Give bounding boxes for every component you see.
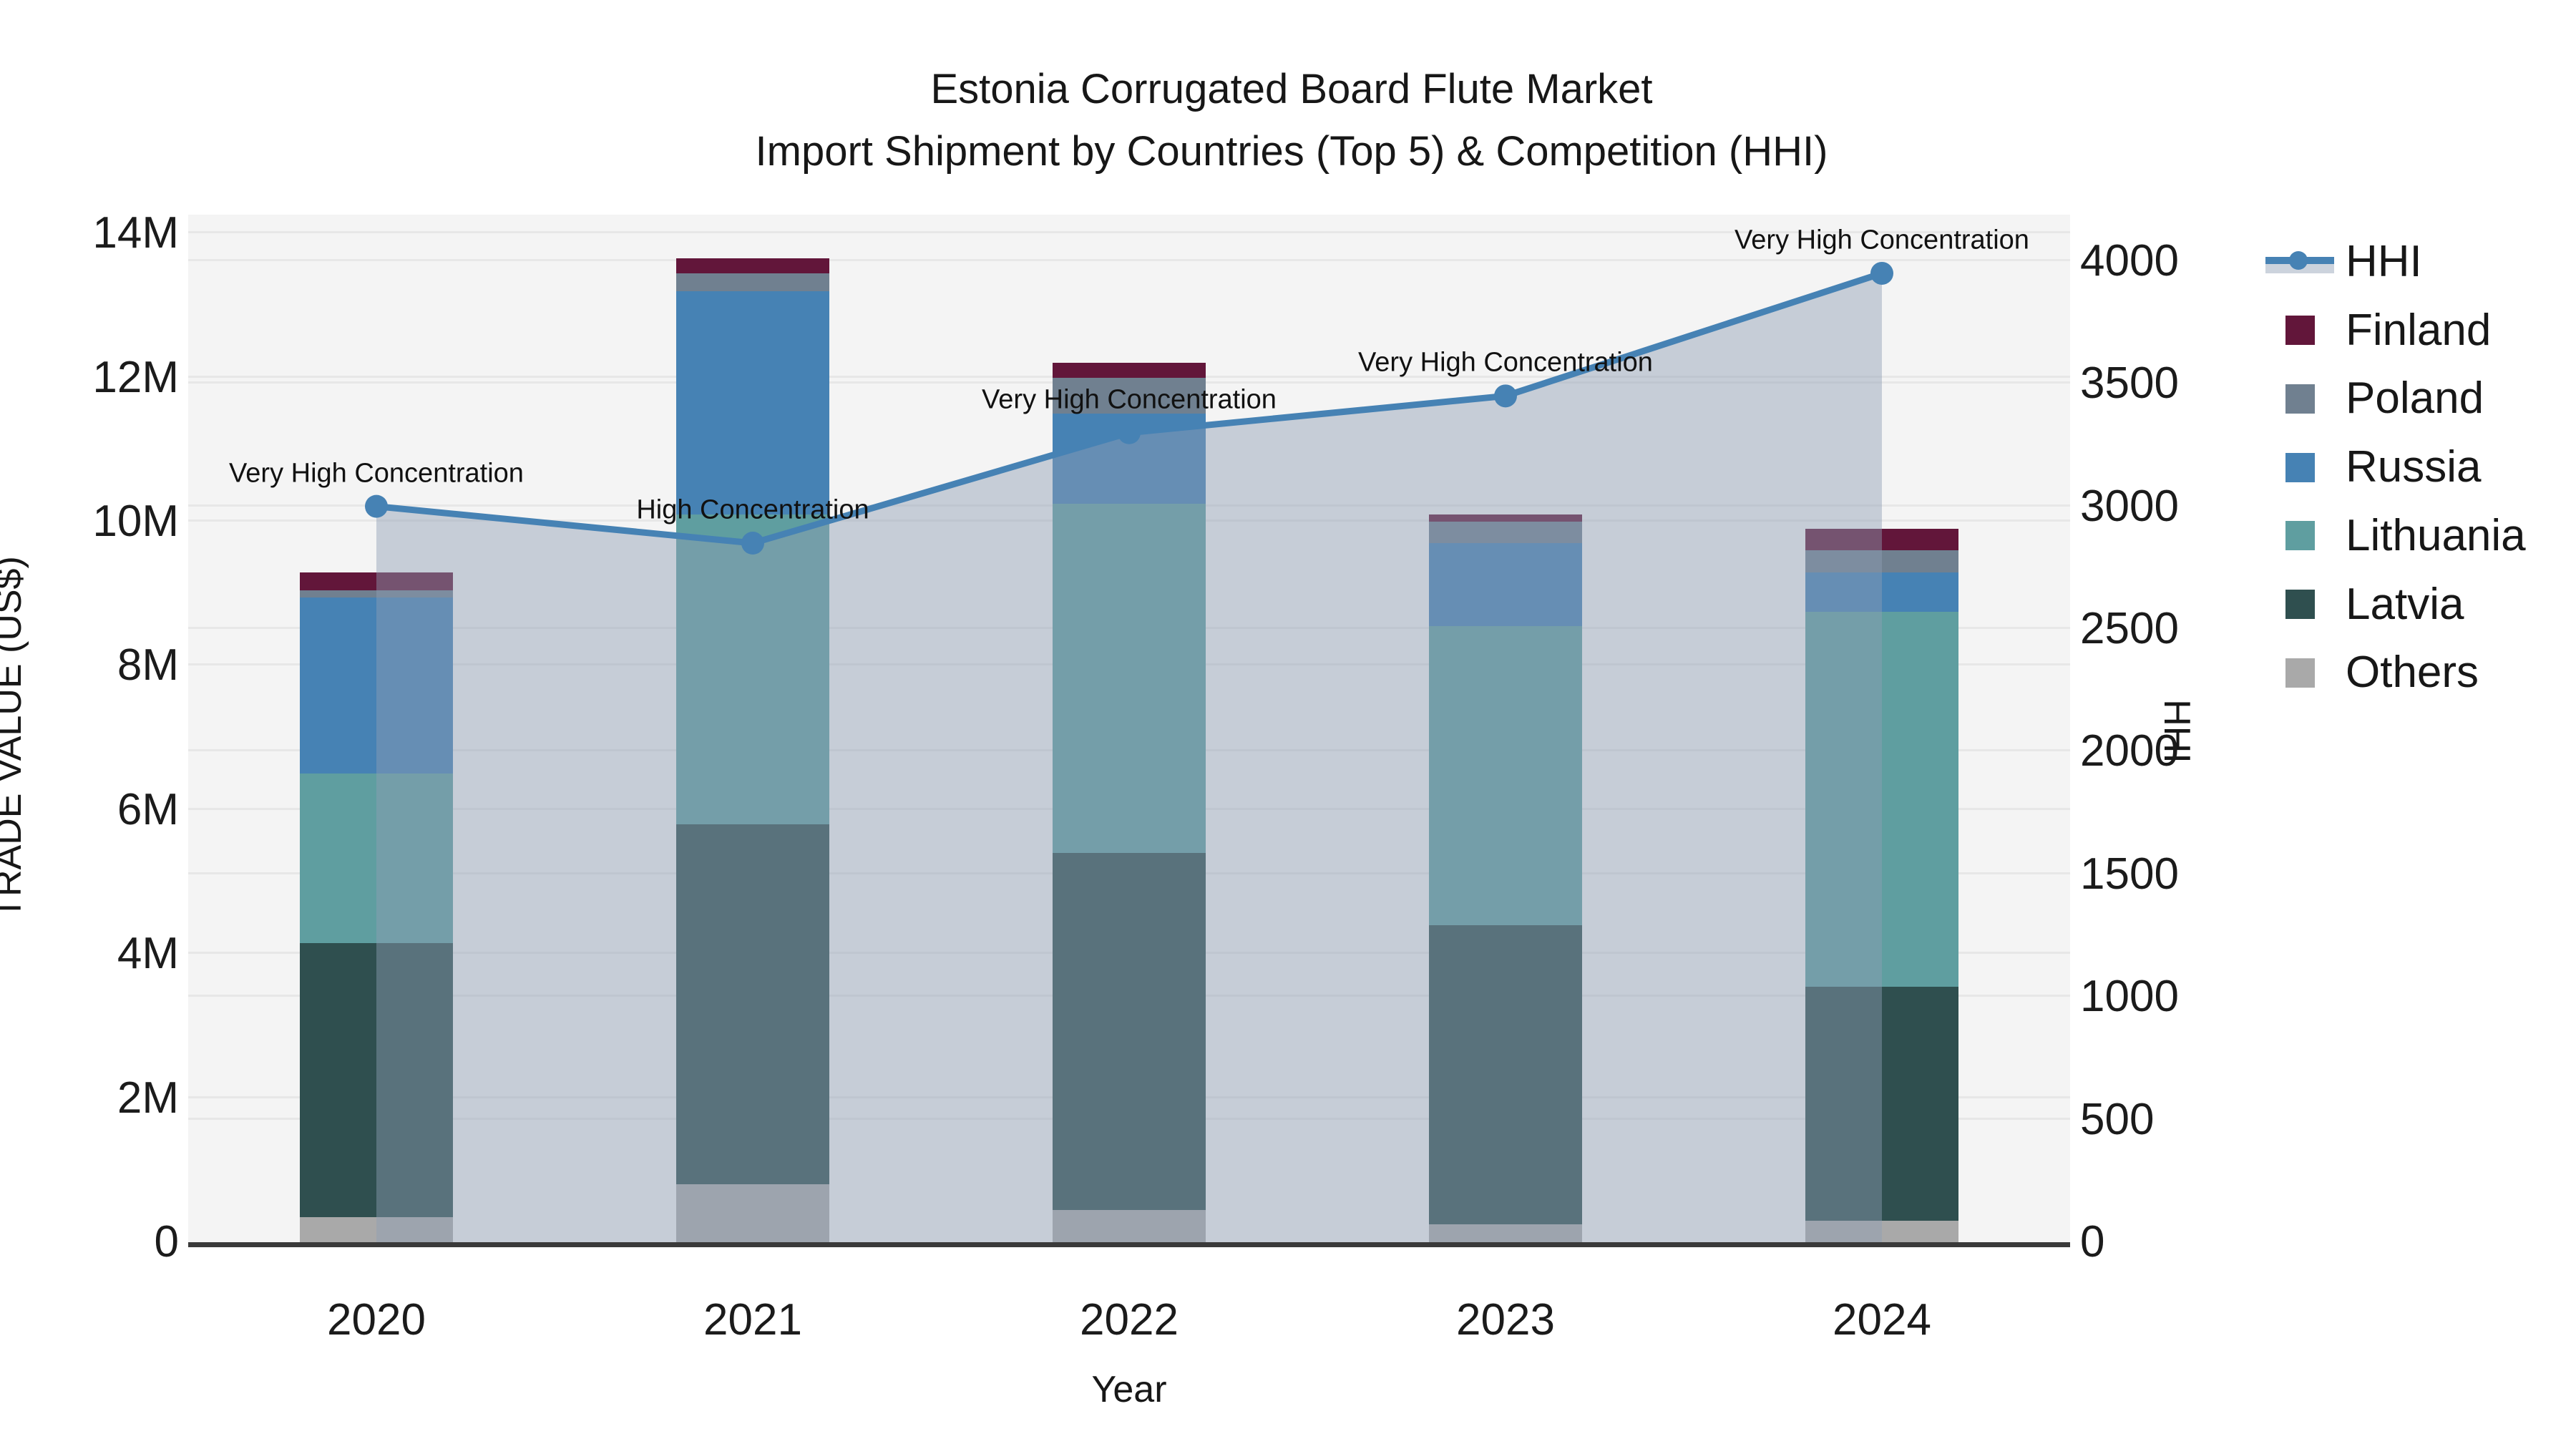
legend-label-hhi: HHI [2346,237,2422,286]
bar-segment-others-2024 [1805,1220,1958,1242]
y-tick-right-0: 0 [2080,1217,2105,1267]
bar-segment-lithuania-2020 [300,774,453,944]
bar-segment-russia-2024 [1805,572,1958,612]
gridline-right-4000 [188,258,2070,261]
y-tick-right-500: 500 [2080,1094,2155,1144]
bar-segment-latvia-2021 [676,824,829,1185]
bar-segment-russia-2023 [1429,543,1582,627]
hhi-annotation-2020: Very High Concentration [229,458,524,489]
legend-label-russia: Russia [2346,442,2482,492]
y-tick-right-4000: 4000 [2080,235,2179,286]
legend-label-others: Others [2346,648,2479,698]
y-tick-left-2M: 2M [117,1073,179,1123]
bar-segment-finland-2020 [300,572,453,590]
chart-title: Estonia Corrugated Board Flute Market Im… [150,58,2433,182]
bar-segment-latvia-2023 [1429,924,1582,1224]
x-tick-2024: 2024 [1833,1295,1931,1345]
hhi-annotation-2023: Very High Concentration [1358,347,1653,378]
hhi-legend-swatch-icon [2265,243,2334,280]
legend-swatch-russia [2285,452,2315,482]
bar-segment-others-2022 [1053,1209,1206,1242]
y-tick-right-3500: 3500 [2080,358,2179,409]
bar-segment-latvia-2024 [1805,986,1958,1221]
y-tick-right-3000: 3000 [2080,481,2179,531]
hhi-legend-marker-icon [2289,251,2308,270]
y-tick-right-1500: 1500 [2080,849,2179,899]
legend-label-latvia: Latvia [2346,579,2464,629]
bar-segment-russia-2020 [300,597,453,774]
chart-title-line2: Import Shipment by Countries (Top 5) & C… [755,128,1828,175]
y-tick-left-6M: 6M [117,784,179,834]
hhi-marker-2024 [1870,261,1893,285]
x-axis-line [188,1242,2070,1247]
y-tick-left-8M: 8M [117,640,179,691]
bar-segment-poland-2022 [1053,377,1206,414]
plot-area: Very High Concentration High Concentratio… [188,215,2070,1242]
gridline-left-14M [188,231,2070,234]
legend-label-finland: Finland [2346,305,2492,355]
y-tick-left-4M: 4M [117,929,179,979]
legend-label-lithuania: Lithuania [2346,510,2526,560]
bar-segment-poland-2024 [1805,550,1958,572]
y-tick-right-2500: 2500 [2080,604,2179,653]
y-tick-left-14M: 14M [92,208,179,258]
x-tick-2022: 2022 [1080,1295,1179,1345]
y-tick-right-1000: 1000 [2080,972,2179,1022]
x-tick-2021: 2021 [703,1295,802,1345]
hhi-area-fill [376,273,1882,1242]
bar-segment-finland-2024 [1805,529,1958,551]
legend-swatch-finland [2285,316,2315,346]
hhi-marker-2020 [365,494,388,518]
chart-title-line1: Estonia Corrugated Board Flute Market [930,66,1653,112]
bar-segment-others-2021 [676,1184,829,1242]
y-axis-title-left: TRADE VALUE (US$) [0,556,29,919]
bar-segment-finland-2022 [1053,363,1206,378]
bar-segment-lithuania-2022 [1053,503,1206,854]
hhi-marker-2021 [741,532,764,555]
bar-segment-others-2023 [1429,1224,1582,1242]
bar-segment-finland-2023 [1429,514,1582,522]
bar-segment-latvia-2022 [1053,853,1206,1210]
y-tick-left-0: 0 [154,1217,179,1267]
legend-label-poland: Poland [2346,374,2484,424]
bar-segment-poland-2023 [1429,522,1582,544]
x-tick-2023: 2023 [1456,1295,1555,1345]
legend-swatch-others [2285,658,2315,688]
hhi-annotation-2021: High Concentration [636,494,869,525]
bar-segment-latvia-2020 [300,943,453,1217]
hhi-annotation-2022: Very High Concentration [982,384,1277,415]
legend-swatch-poland [2285,384,2315,414]
bar-segment-lithuania-2024 [1805,611,1958,987]
bar-segment-poland-2021 [676,273,829,291]
bar-segment-finland-2021 [676,258,829,273]
bar-segment-lithuania-2021 [676,514,829,824]
x-tick-2020: 2020 [327,1295,426,1345]
legend-swatch-latvia [2285,590,2315,619]
bar-segment-lithuania-2023 [1429,626,1582,925]
legend-swatch-lithuania [2285,521,2315,551]
x-axis-title: Year [1091,1369,1167,1410]
y-tick-right-2000: 2000 [2080,726,2179,776]
hhi-marker-2023 [1494,384,1517,408]
y-tick-left-12M: 12M [92,352,179,402]
hhi-line-layer [365,261,1893,1242]
y-tick-left-10M: 10M [92,497,179,546]
bar-segment-russia-2021 [676,291,829,514]
bar-segment-poland-2020 [300,590,453,597]
bar-segment-others-2020 [300,1216,453,1242]
hhi-annotation-2024: Very High Concentration [1735,225,2029,255]
hhi-marker-2022 [1118,421,1141,444]
